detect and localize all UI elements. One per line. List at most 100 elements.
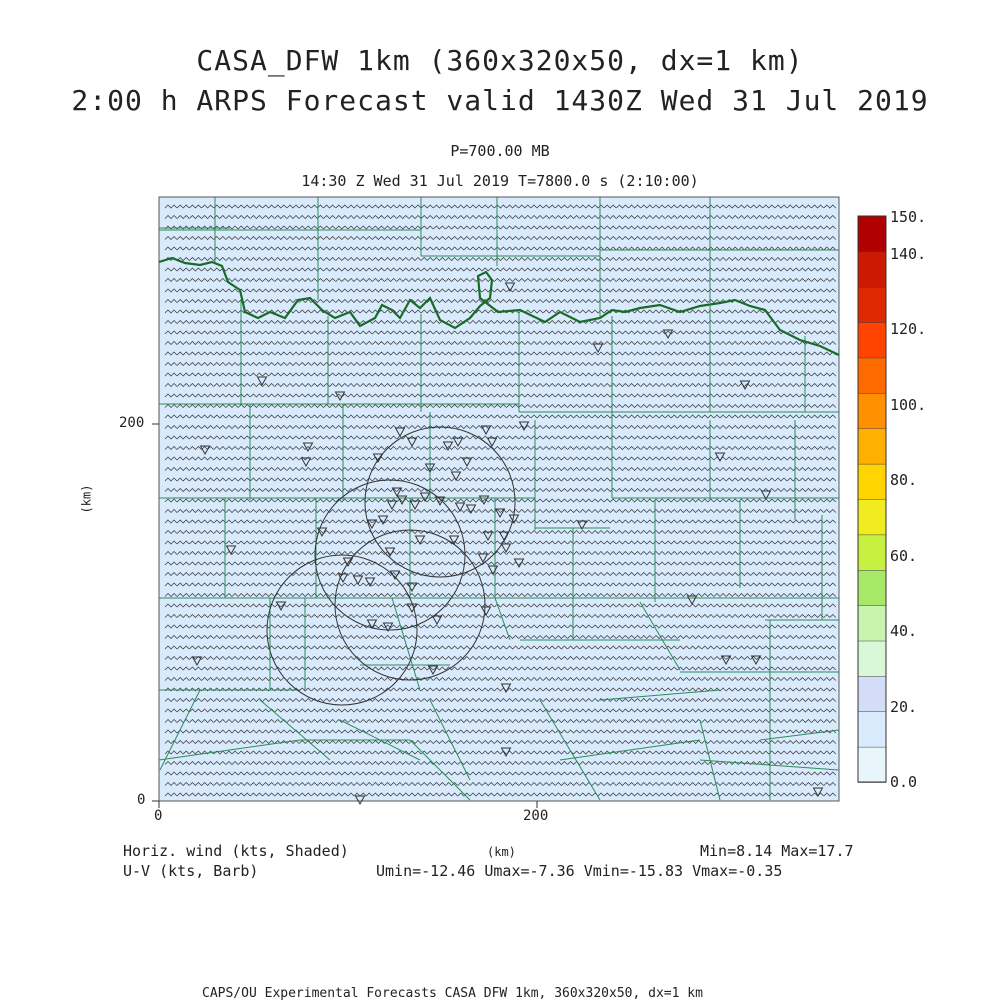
wind-barb (701, 362, 715, 366)
wind-barb (518, 488, 532, 492)
wind-barb (176, 204, 190, 209)
wind-barb (750, 708, 763, 713)
wind-barb (384, 446, 397, 450)
wind-barb (298, 446, 312, 450)
wind-barb (799, 666, 812, 671)
wind-barb (213, 393, 227, 398)
wind-barb (664, 215, 678, 219)
wind-barb (518, 666, 532, 671)
wind-barb (335, 204, 349, 209)
wind-barb (701, 204, 715, 209)
wind-barb (347, 771, 361, 776)
wind-barb (677, 498, 690, 503)
wind-barb (433, 698, 446, 702)
wind-barb (189, 246, 202, 251)
wind-barb (176, 341, 190, 345)
wind-barb (457, 624, 471, 629)
wind-barb (237, 761, 251, 765)
wind-barb (274, 698, 288, 702)
wind-barb (335, 372, 349, 377)
wind-barb (213, 530, 227, 534)
wind-barb (433, 593, 446, 597)
wind-barb (384, 225, 397, 230)
wind-barb (335, 446, 349, 450)
wind-barb (750, 551, 763, 555)
colorbar-bin (857, 428, 887, 465)
wind-barb (469, 782, 483, 786)
wind-barb (445, 372, 458, 377)
wind-barb (469, 677, 483, 681)
wind-barb (323, 372, 336, 377)
wind-barb (469, 750, 483, 755)
wind-barb (408, 719, 422, 723)
wind-barb (408, 761, 422, 765)
wind-barb (494, 456, 507, 461)
wind-barb (762, 498, 776, 503)
wind-barb (213, 771, 227, 776)
wind-barb (567, 215, 580, 219)
wind-barb (457, 225, 471, 230)
wind-barb (713, 477, 727, 482)
wind-barb (652, 425, 666, 429)
wind-barb (164, 341, 178, 345)
wind-barb (823, 288, 837, 293)
wind-barb (433, 383, 446, 387)
wind-barb (250, 614, 263, 618)
wind-barb (652, 225, 666, 230)
wind-barb (652, 414, 666, 419)
wind-barb (640, 530, 654, 534)
wind-barb (189, 404, 202, 408)
wind-barb (677, 477, 690, 482)
wind-barb (713, 383, 727, 387)
wind-barb (201, 593, 214, 597)
wind-barb (274, 425, 288, 429)
wind-barb (237, 498, 251, 503)
wind-barb (689, 603, 702, 608)
wind-barb (616, 435, 629, 440)
wind-barb (603, 257, 617, 261)
wind-barb (567, 372, 580, 377)
wind-barb (347, 467, 361, 471)
wind-barb (445, 341, 458, 345)
wind-barb (335, 477, 349, 482)
wind-barb (530, 551, 544, 555)
wind-barb (628, 740, 641, 744)
wind-barb (445, 645, 458, 650)
county-line (759, 729, 840, 741)
wind-barb (579, 603, 593, 608)
wind-barb (811, 330, 824, 335)
wind-barb (384, 477, 397, 482)
radar-site-triangle-icon (386, 500, 398, 511)
wind-barb (176, 477, 190, 482)
wind-barb (189, 645, 202, 650)
wind-barb (628, 477, 641, 482)
wind-barb (262, 698, 275, 702)
wind-barb (481, 456, 495, 461)
wind-barb (237, 603, 251, 608)
wind-barb (616, 488, 629, 492)
wind-barb (225, 792, 239, 797)
wind-barb (311, 414, 324, 419)
wind-barb (347, 267, 361, 272)
wind-barb (799, 593, 812, 597)
wind-barb (591, 393, 605, 398)
wind-barb (384, 782, 397, 786)
wind-barb (762, 530, 776, 534)
wind-barb (713, 446, 727, 450)
wind-barb (225, 687, 239, 692)
x-tick-0: 0 (154, 808, 163, 824)
wind-barb (262, 635, 275, 639)
wind-barb (530, 656, 544, 660)
wind-barb (189, 792, 202, 797)
wind-barb (713, 729, 727, 734)
wind-barb (225, 288, 239, 293)
wind-barb (408, 666, 422, 671)
wind-barb (750, 383, 763, 387)
wind-barb (640, 330, 654, 335)
radar-range-circle-icon (364, 426, 516, 578)
wind-barb (762, 540, 776, 545)
wind-barb (164, 225, 178, 230)
wind-barb (250, 719, 263, 723)
wind-barb (445, 467, 458, 471)
wind-barb (176, 404, 190, 408)
